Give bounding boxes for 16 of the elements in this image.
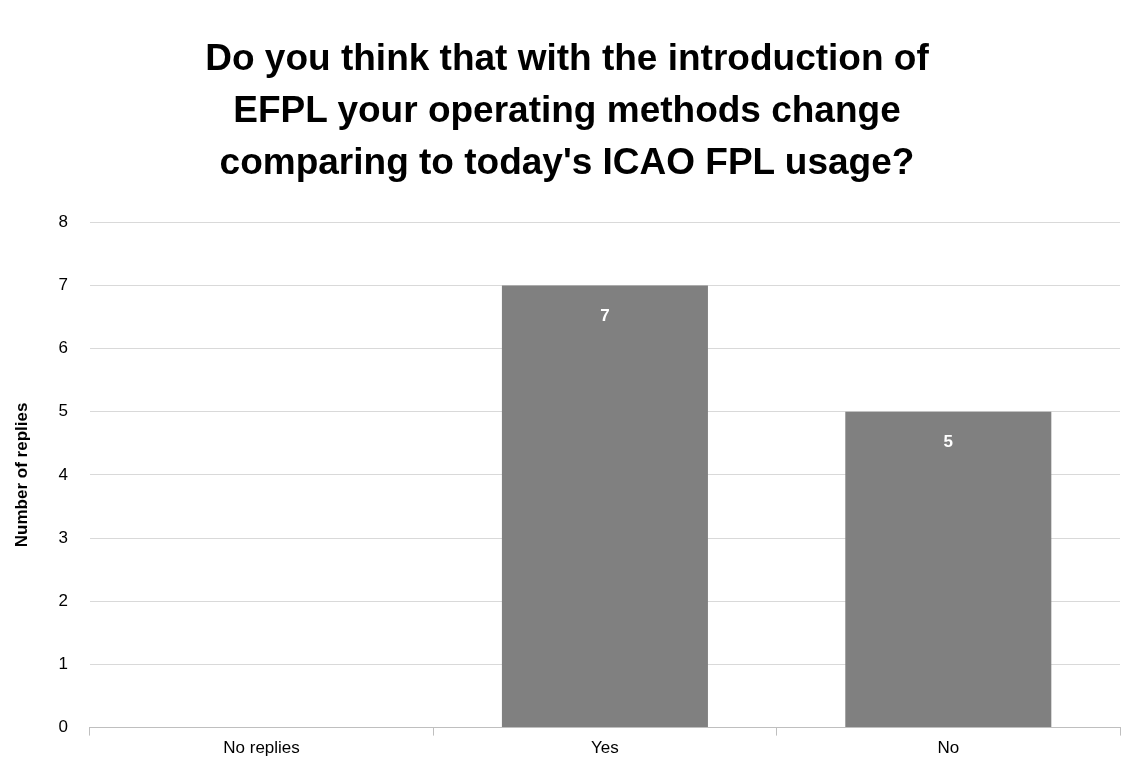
y-tick-label: 8	[58, 211, 68, 231]
x-tick-label: No	[937, 738, 960, 758]
x-tick-label: No replies	[223, 738, 300, 758]
x-tick-label: Yes	[591, 738, 619, 758]
y-tick-label: 1	[58, 654, 68, 674]
y-tick-label: 6	[58, 338, 68, 358]
y-tick-label: 3	[58, 527, 68, 547]
data-label: 5	[943, 431, 954, 451]
chart-title: Do you think that with the introduction of EFPL your operating methods change comparing to today's ICAO FPL usage?	[204, 36, 930, 184]
data-label: 7	[600, 305, 610, 325]
y-tick-label: 0	[58, 717, 68, 737]
y-tick-label: 2	[58, 590, 68, 610]
y-tick-label: 4	[58, 464, 68, 484]
y-axis-title: Number of replies	[11, 402, 31, 548]
y-tick-label: 7	[58, 275, 68, 295]
y-tick-label: 5	[58, 401, 68, 421]
